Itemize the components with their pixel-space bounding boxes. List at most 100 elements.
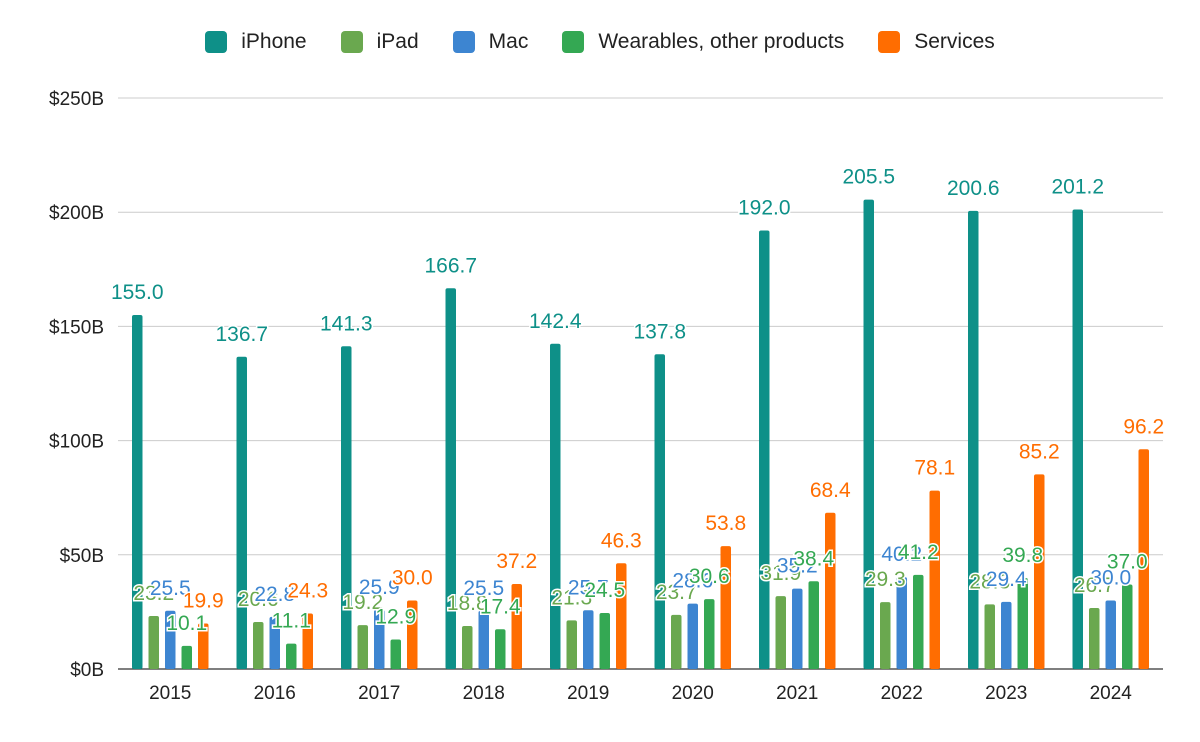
y-tick-label: $50B [60,546,104,567]
bar [1122,584,1133,669]
legend-label: Mac [488,30,529,53]
bar [269,616,280,669]
data-label: 24.5 [584,579,625,602]
legend-item: Services [878,30,995,54]
x-tick-label: 2021 [776,683,818,704]
data-label: 136.7 [215,323,268,346]
data-label: 46.3 [601,529,642,552]
data-label: 30.6 [689,565,730,588]
x-tick-label: 2020 [672,683,714,704]
bar [236,356,247,669]
bar [550,343,561,669]
data-label: 200.6 [947,177,1000,200]
data-label: 68.4 [810,479,851,502]
data-label: 166.7 [424,254,477,277]
x-tick-label: 2019 [567,683,609,704]
data-label: 19.2 [342,591,383,614]
bar [478,610,489,669]
bar [462,626,473,669]
bar [1089,608,1100,669]
bar [775,596,786,669]
data-label: 29.4 [986,568,1027,591]
legend: iPhone iPad Mac Wearables, other products Se… [0,30,1200,54]
bar [984,604,995,669]
bar [1017,578,1028,669]
data-label: 155.0 [111,281,164,304]
data-label: 21.3 [551,586,592,609]
data-label: 30.0 [1090,566,1131,589]
x-tick-label: 2018 [463,683,505,704]
bar [253,621,264,669]
legend-label: iPad [376,30,419,53]
data-label: 205.5 [842,166,895,189]
x-tick-label: 2024 [1090,683,1133,704]
data-label: 22.8 [254,583,295,606]
bar [1034,474,1045,669]
legend-label: iPhone [241,30,307,53]
bar [148,616,159,669]
bar [720,546,731,669]
bar [132,314,143,669]
data-label: 18.8 [447,592,488,615]
bar [863,199,874,669]
data-label: 23.2 [133,582,174,605]
bar [302,613,313,669]
legend-item: iPad [340,30,419,54]
bar [566,620,577,669]
legend-label: Services [914,30,995,53]
bar [968,210,979,670]
data-label: 25.5 [463,577,504,600]
bar [808,581,819,669]
data-label: 23.7 [656,581,697,604]
data-label: 26.7 [1074,574,1115,597]
data-label: 142.4 [529,310,582,333]
data-label: 11.1 [272,610,311,633]
legend-swatch [452,31,475,53]
bar [792,588,803,669]
bar [341,346,352,669]
bar [1138,449,1149,669]
data-label: 192.0 [738,196,791,219]
data-label: 96.2 [1123,415,1164,438]
x-tick-label: 2016 [254,683,296,704]
data-label: 12.9 [375,606,416,629]
bar [599,613,610,669]
data-label: 35.2 [777,555,818,578]
legend-swatch [878,31,901,53]
legend-swatch [340,31,363,53]
bar [929,490,940,669]
bar [913,574,924,669]
data-label: 41.2 [898,541,939,564]
bar [583,610,594,669]
bar [896,577,907,669]
bar [374,609,385,669]
data-label: 37.0 [1107,550,1148,573]
data-label: 39.8 [1002,544,1043,567]
data-label: 201.2 [1051,175,1104,198]
legend-swatch [205,31,228,53]
data-label: 40.2 [881,543,922,566]
bar [165,610,176,669]
data-label: 25.5 [150,577,191,600]
x-tick-label: 2017 [358,683,400,704]
bar [616,563,627,669]
bar [407,600,418,669]
data-label: 10.1 [166,612,207,635]
legend-swatch [562,31,585,53]
y-tick-label: $100B [49,432,104,453]
data-label: 53.8 [705,512,746,535]
data-label: 28.6 [672,570,713,593]
bar [357,625,368,669]
data-label: 29.3 [865,568,906,591]
bar [181,645,192,669]
data-label: 31.9 [760,562,801,585]
bar [687,603,698,669]
data-label: 30.0 [392,566,433,589]
bar [511,584,522,669]
bar [671,614,682,669]
bar [759,230,770,670]
bar [198,623,209,669]
data-label: 24.3 [287,579,328,602]
bar [390,639,401,669]
